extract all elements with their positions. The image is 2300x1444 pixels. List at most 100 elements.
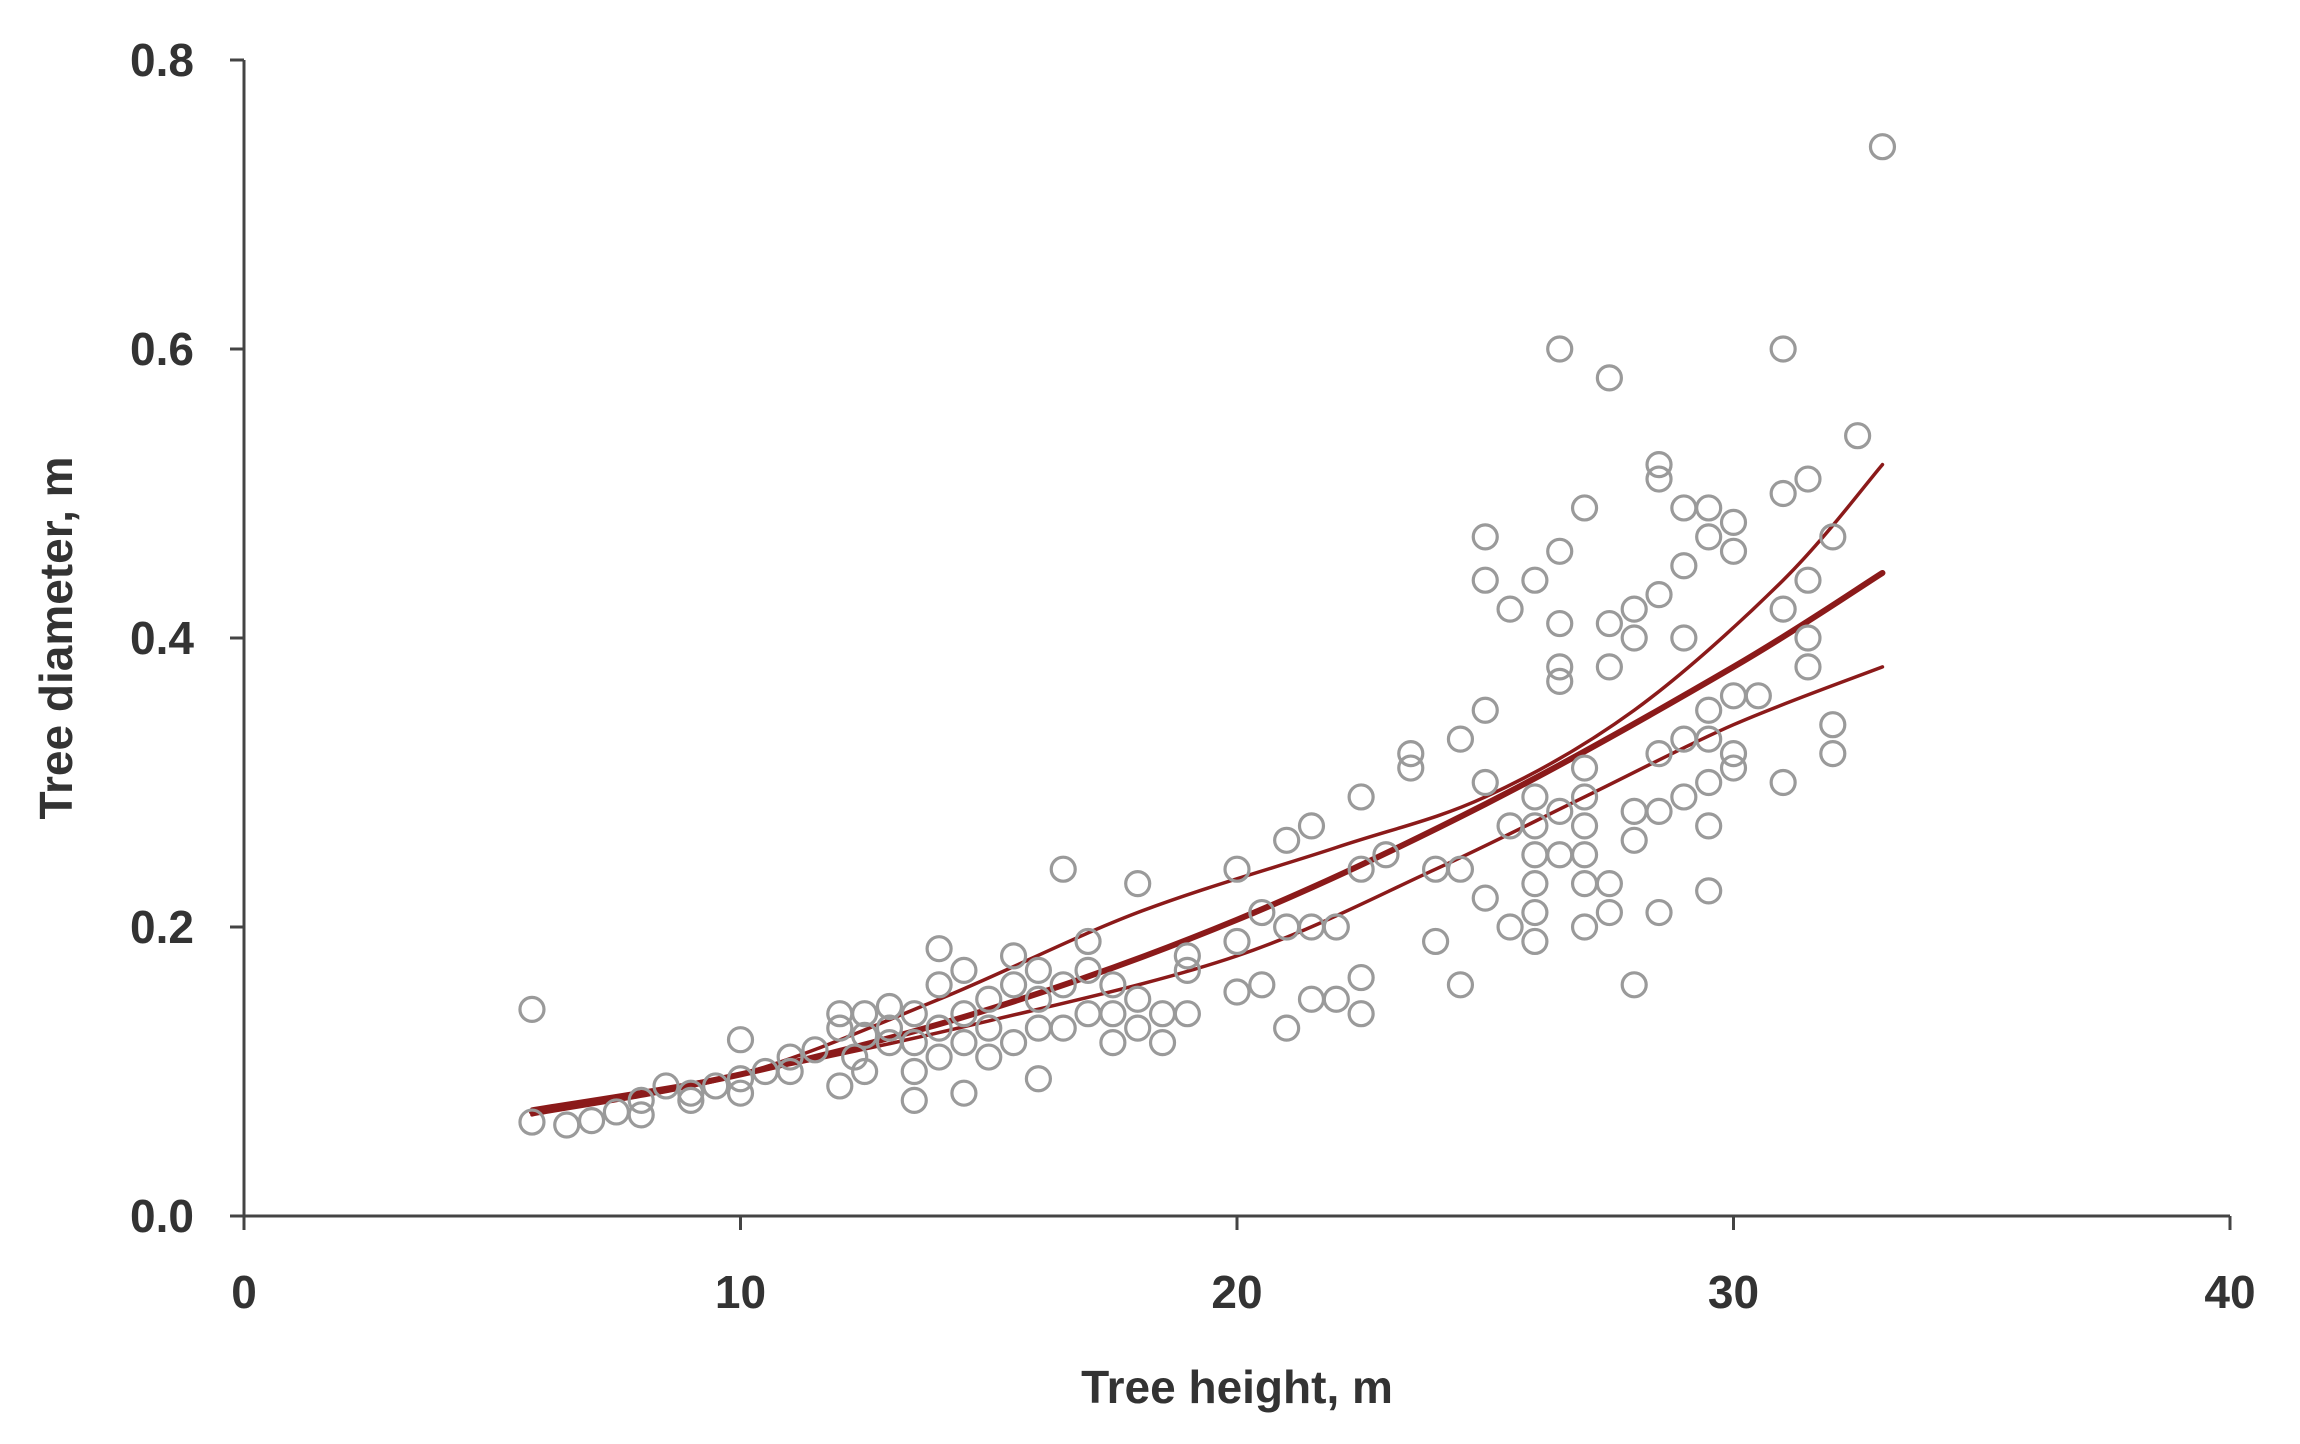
data-point <box>1049 855 1077 883</box>
data-point <box>1297 985 1326 1013</box>
data-point <box>553 1111 581 1139</box>
data-point <box>1148 1028 1177 1057</box>
data-point <box>1421 927 1450 956</box>
data-point <box>1620 595 1648 623</box>
data-point <box>577 1107 606 1135</box>
data-point <box>1695 768 1723 797</box>
data-point <box>1794 624 1822 652</box>
data-point <box>1471 523 1499 551</box>
data-point <box>1049 1014 1077 1042</box>
data-point <box>975 1043 1003 1071</box>
data-point <box>776 1057 804 1086</box>
axes <box>242 60 2230 1218</box>
data-point <box>1024 985 1053 1013</box>
x-tick-label: 20 <box>1211 1266 1262 1318</box>
data-point <box>1124 870 1152 898</box>
data-point <box>1546 841 1574 869</box>
data-point <box>1347 855 1375 883</box>
data-point <box>950 956 978 984</box>
data-point <box>1769 768 1797 797</box>
data-point <box>1099 971 1127 999</box>
data-point <box>1570 812 1599 840</box>
data-point <box>1273 913 1301 941</box>
data-point <box>1570 494 1599 522</box>
x-tick-label: 10 <box>715 1266 766 1318</box>
data-point <box>1595 364 1623 392</box>
data-point <box>1248 898 1276 927</box>
data-point <box>1546 335 1574 363</box>
data-point <box>900 1086 928 1115</box>
data-point <box>627 1101 655 1129</box>
data-point <box>1347 783 1375 811</box>
data-point <box>1546 667 1574 695</box>
data-point <box>1372 841 1400 869</box>
data-point <box>677 1086 705 1115</box>
data-point <box>677 1079 705 1107</box>
data-point <box>1248 971 1276 999</box>
data-point <box>1347 1000 1375 1028</box>
data-point <box>900 1000 928 1028</box>
data-point <box>950 1079 978 1107</box>
data-point <box>999 971 1028 999</box>
data-point <box>1620 971 1648 999</box>
data-point <box>1645 581 1673 609</box>
data-point <box>518 995 546 1023</box>
data-point <box>1397 739 1425 768</box>
data-point <box>1273 826 1301 854</box>
data-point <box>1570 870 1599 898</box>
data-point <box>1521 870 1549 898</box>
data-point <box>1769 479 1797 508</box>
data-point <box>1794 465 1822 493</box>
data-point <box>1521 812 1549 840</box>
x-axis-title: Tree height, m <box>1081 1361 1393 1413</box>
data-point <box>726 1026 755 1054</box>
data-point <box>950 1028 978 1057</box>
data-point <box>1719 754 1748 782</box>
data-point <box>1819 739 1847 768</box>
data-point <box>1595 898 1623 927</box>
data-point <box>1620 797 1648 826</box>
data-point <box>826 1014 854 1042</box>
data-point <box>1496 913 1524 941</box>
data-point <box>1546 653 1574 681</box>
data-point <box>1546 797 1574 826</box>
data-point <box>875 1014 904 1042</box>
data-point <box>1024 1065 1053 1093</box>
data-point <box>1670 624 1698 652</box>
data-point <box>1819 711 1847 739</box>
data-point <box>1223 927 1251 956</box>
data-point <box>1595 870 1623 898</box>
data-point <box>1074 927 1102 956</box>
x-tick-label: 0 <box>231 1266 257 1318</box>
data-point <box>1620 624 1648 652</box>
data-point <box>975 1014 1003 1042</box>
upper-band-line <box>530 462 1885 1117</box>
data-point <box>925 935 953 963</box>
data-point <box>1521 783 1549 811</box>
data-point <box>1546 537 1574 565</box>
data-point <box>1496 595 1524 623</box>
data-point <box>1570 913 1599 941</box>
data-point <box>1049 971 1077 999</box>
data-point <box>627 1086 655 1115</box>
data-point <box>1595 609 1623 638</box>
data-point <box>851 1021 879 1049</box>
data-point <box>1471 884 1499 912</box>
data-points <box>518 133 1897 1139</box>
data-point <box>1645 797 1673 826</box>
data-point <box>652 1072 680 1100</box>
data-point <box>1670 494 1698 522</box>
data-point <box>1223 855 1251 883</box>
data-point <box>1446 855 1475 883</box>
data-point <box>1397 754 1425 782</box>
data-point <box>1074 956 1102 984</box>
data-point <box>1173 942 1201 970</box>
x-tick-label: 30 <box>1708 1266 1759 1318</box>
data-point <box>1769 335 1797 363</box>
y-tick-label: 0.0 <box>130 1190 194 1242</box>
data-point <box>1521 898 1549 927</box>
data-point <box>1695 523 1723 551</box>
data-point <box>801 1036 829 1064</box>
data-point <box>925 1043 953 1071</box>
